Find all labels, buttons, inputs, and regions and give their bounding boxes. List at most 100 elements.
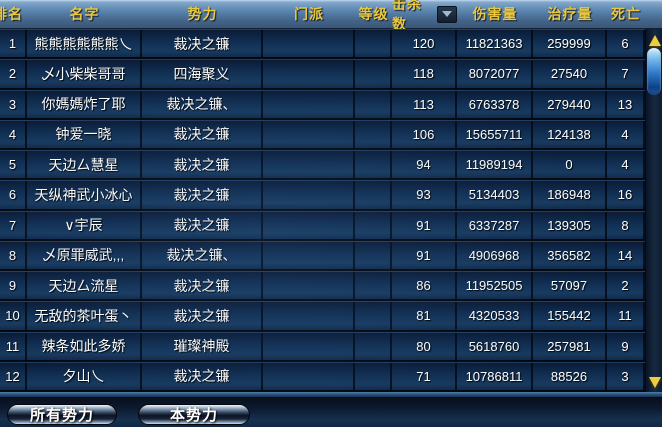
cell-name: 乄小柴柴哥哥 (27, 60, 142, 88)
cell-name: 辣条如此多娇 (27, 332, 142, 360)
table-row[interactable]: 7 ∨宇辰 裁决之镰 91 6337287 139305 8 (0, 210, 645, 241)
cell-sect (263, 30, 355, 58)
table-row[interactable]: 11 辣条如此多娇 璀璨神殿 80 5618760 257981 9 (0, 331, 645, 362)
cell-kills: 120 (392, 30, 457, 58)
column-header-level[interactable]: 等级 (355, 0, 392, 28)
cell-level (355, 332, 392, 360)
table-row[interactable]: 8 乄原罪威武,,, 裁决之镰、 91 4906968 356582 14 (0, 240, 645, 271)
cell-rank: 4 (0, 120, 27, 148)
column-header-label: 名字 (69, 6, 100, 22)
cell-damage: 5134403 (457, 181, 533, 209)
scrollbar-thumb[interactable] (647, 48, 661, 95)
cell-rank: 6 (0, 181, 27, 209)
scroll-down-button[interactable] (646, 374, 662, 390)
all-factions-label: 所有势力 (29, 407, 94, 424)
cell-level (355, 272, 392, 300)
column-header-label: 等级 (358, 6, 389, 22)
triangle-down-glyph (442, 11, 452, 17)
table-row[interactable]: 5 天边厶慧星 裁决之镰 94 11989194 0 4 (0, 150, 645, 181)
column-header-rank[interactable]: 排名 (0, 0, 27, 28)
cell-damage: 11821363 (457, 30, 533, 58)
cell-faction: 裁决之镰 (142, 211, 263, 239)
cell-rank: 9 (0, 272, 27, 300)
cell-healing: 88526 (533, 362, 607, 390)
table-row[interactable]: 2 乄小柴柴哥哥 四海聚义 118 8072077 27540 7 (0, 59, 645, 90)
scroll-up-icon (648, 34, 661, 46)
cell-name: 无敌的茶叶蛋丶 (27, 302, 142, 330)
cell-deaths: 7 (607, 60, 645, 88)
cell-name: 天边厶流星 (27, 272, 142, 300)
table-row[interactable]: 6 天纵神武小冰心 裁决之镰 93 5134403 186948 16 (0, 180, 645, 211)
column-header-label: 死亡 (611, 6, 641, 22)
all-factions-button[interactable]: 所有势力 (7, 404, 117, 425)
table-row[interactable]: 12 夕山乀 裁决之镰 71 10786811 88526 3 (0, 361, 645, 392)
cell-healing: 155442 (533, 302, 607, 330)
cell-kills: 80 (392, 332, 457, 360)
cell-level (355, 241, 392, 269)
cell-damage: 10786811 (457, 362, 533, 390)
cell-faction: 裁决之镰 (142, 120, 263, 148)
column-header-kills[interactable]: 击杀数 (392, 0, 457, 32)
cell-name: 天纵神武小冰心 (27, 181, 142, 209)
table-row[interactable]: 9 天边厶流星 裁决之镰 86 11952505 57097 2 (0, 271, 645, 302)
scroll-down-icon (648, 376, 661, 388)
cell-sect (263, 211, 355, 239)
cell-kills: 81 (392, 302, 457, 330)
cell-healing: 186948 (533, 181, 607, 209)
my-faction-label: 本势力 (169, 407, 218, 424)
cell-healing: 139305 (533, 211, 607, 239)
cell-damage: 11989194 (457, 151, 533, 179)
cell-sect (263, 241, 355, 269)
column-header-name[interactable]: 名字 (27, 0, 142, 28)
cell-kills: 113 (392, 90, 457, 118)
cell-level (355, 302, 392, 330)
cell-healing: 0 (533, 151, 607, 179)
cell-faction: 裁决之镰 (142, 302, 263, 330)
column-header-label: 排名 (0, 6, 23, 22)
cell-healing: 279440 (533, 90, 607, 118)
table-row[interactable]: 4 钟爱一晓 裁决之镰 106 15655711 124138 4 (0, 119, 645, 150)
cell-level (355, 151, 392, 179)
column-header-label: 治疗量 (547, 6, 593, 22)
cell-healing: 356582 (533, 241, 607, 269)
table-row[interactable]: 1 熊熊熊熊熊熊乀 裁决之镰 120 11821363 259999 6 (0, 29, 645, 60)
column-header-healing[interactable]: 治疗量 (533, 0, 607, 28)
cell-healing: 27540 (533, 60, 607, 88)
scroll-up-button[interactable] (646, 32, 662, 48)
cell-faction: 裁决之镰 (142, 272, 263, 300)
scrollbar-track[interactable] (645, 29, 662, 392)
cell-level (355, 362, 392, 390)
cell-rank: 8 (0, 241, 27, 269)
cell-faction: 裁决之镰 (142, 30, 263, 58)
cell-healing: 259999 (533, 30, 607, 58)
cell-kills: 118 (392, 60, 457, 88)
cell-name: ∨宇辰 (27, 211, 142, 239)
cell-rank: 3 (0, 90, 27, 118)
column-header-damage[interactable]: 伤害量 (457, 0, 533, 28)
cell-sect (263, 302, 355, 330)
cell-sect (263, 362, 355, 390)
column-header-deaths[interactable]: 死亡 (607, 0, 645, 28)
cell-name: 你媽媽炸了耶 (27, 90, 142, 118)
cell-deaths: 13 (607, 90, 645, 118)
cell-healing: 257981 (533, 332, 607, 360)
column-header-faction[interactable]: 势力 (142, 0, 263, 28)
table-row[interactable]: 3 你媽媽炸了耶 裁决之镰、 113 6763378 279440 13 (0, 89, 645, 120)
table-row[interactable]: 10 无敌的茶叶蛋丶 裁决之镰 81 4320533 155442 11 (0, 301, 645, 332)
cell-faction: 裁决之镰、 (142, 90, 263, 118)
cell-faction: 裁决之镰、 (142, 241, 263, 269)
cell-faction: 裁决之镰 (142, 181, 263, 209)
cell-level (355, 30, 392, 58)
cell-sect (263, 181, 355, 209)
cell-damage: 6337287 (457, 211, 533, 239)
cell-kills: 91 (392, 211, 457, 239)
cell-rank: 5 (0, 151, 27, 179)
column-header-sect[interactable]: 门派 (263, 0, 355, 28)
sort-descending-icon[interactable] (437, 5, 457, 23)
cell-deaths: 8 (607, 211, 645, 239)
table-bottom-edge (0, 392, 662, 397)
cell-kills: 91 (392, 241, 457, 269)
cell-damage: 4906968 (457, 241, 533, 269)
my-faction-button[interactable]: 本势力 (138, 404, 250, 425)
